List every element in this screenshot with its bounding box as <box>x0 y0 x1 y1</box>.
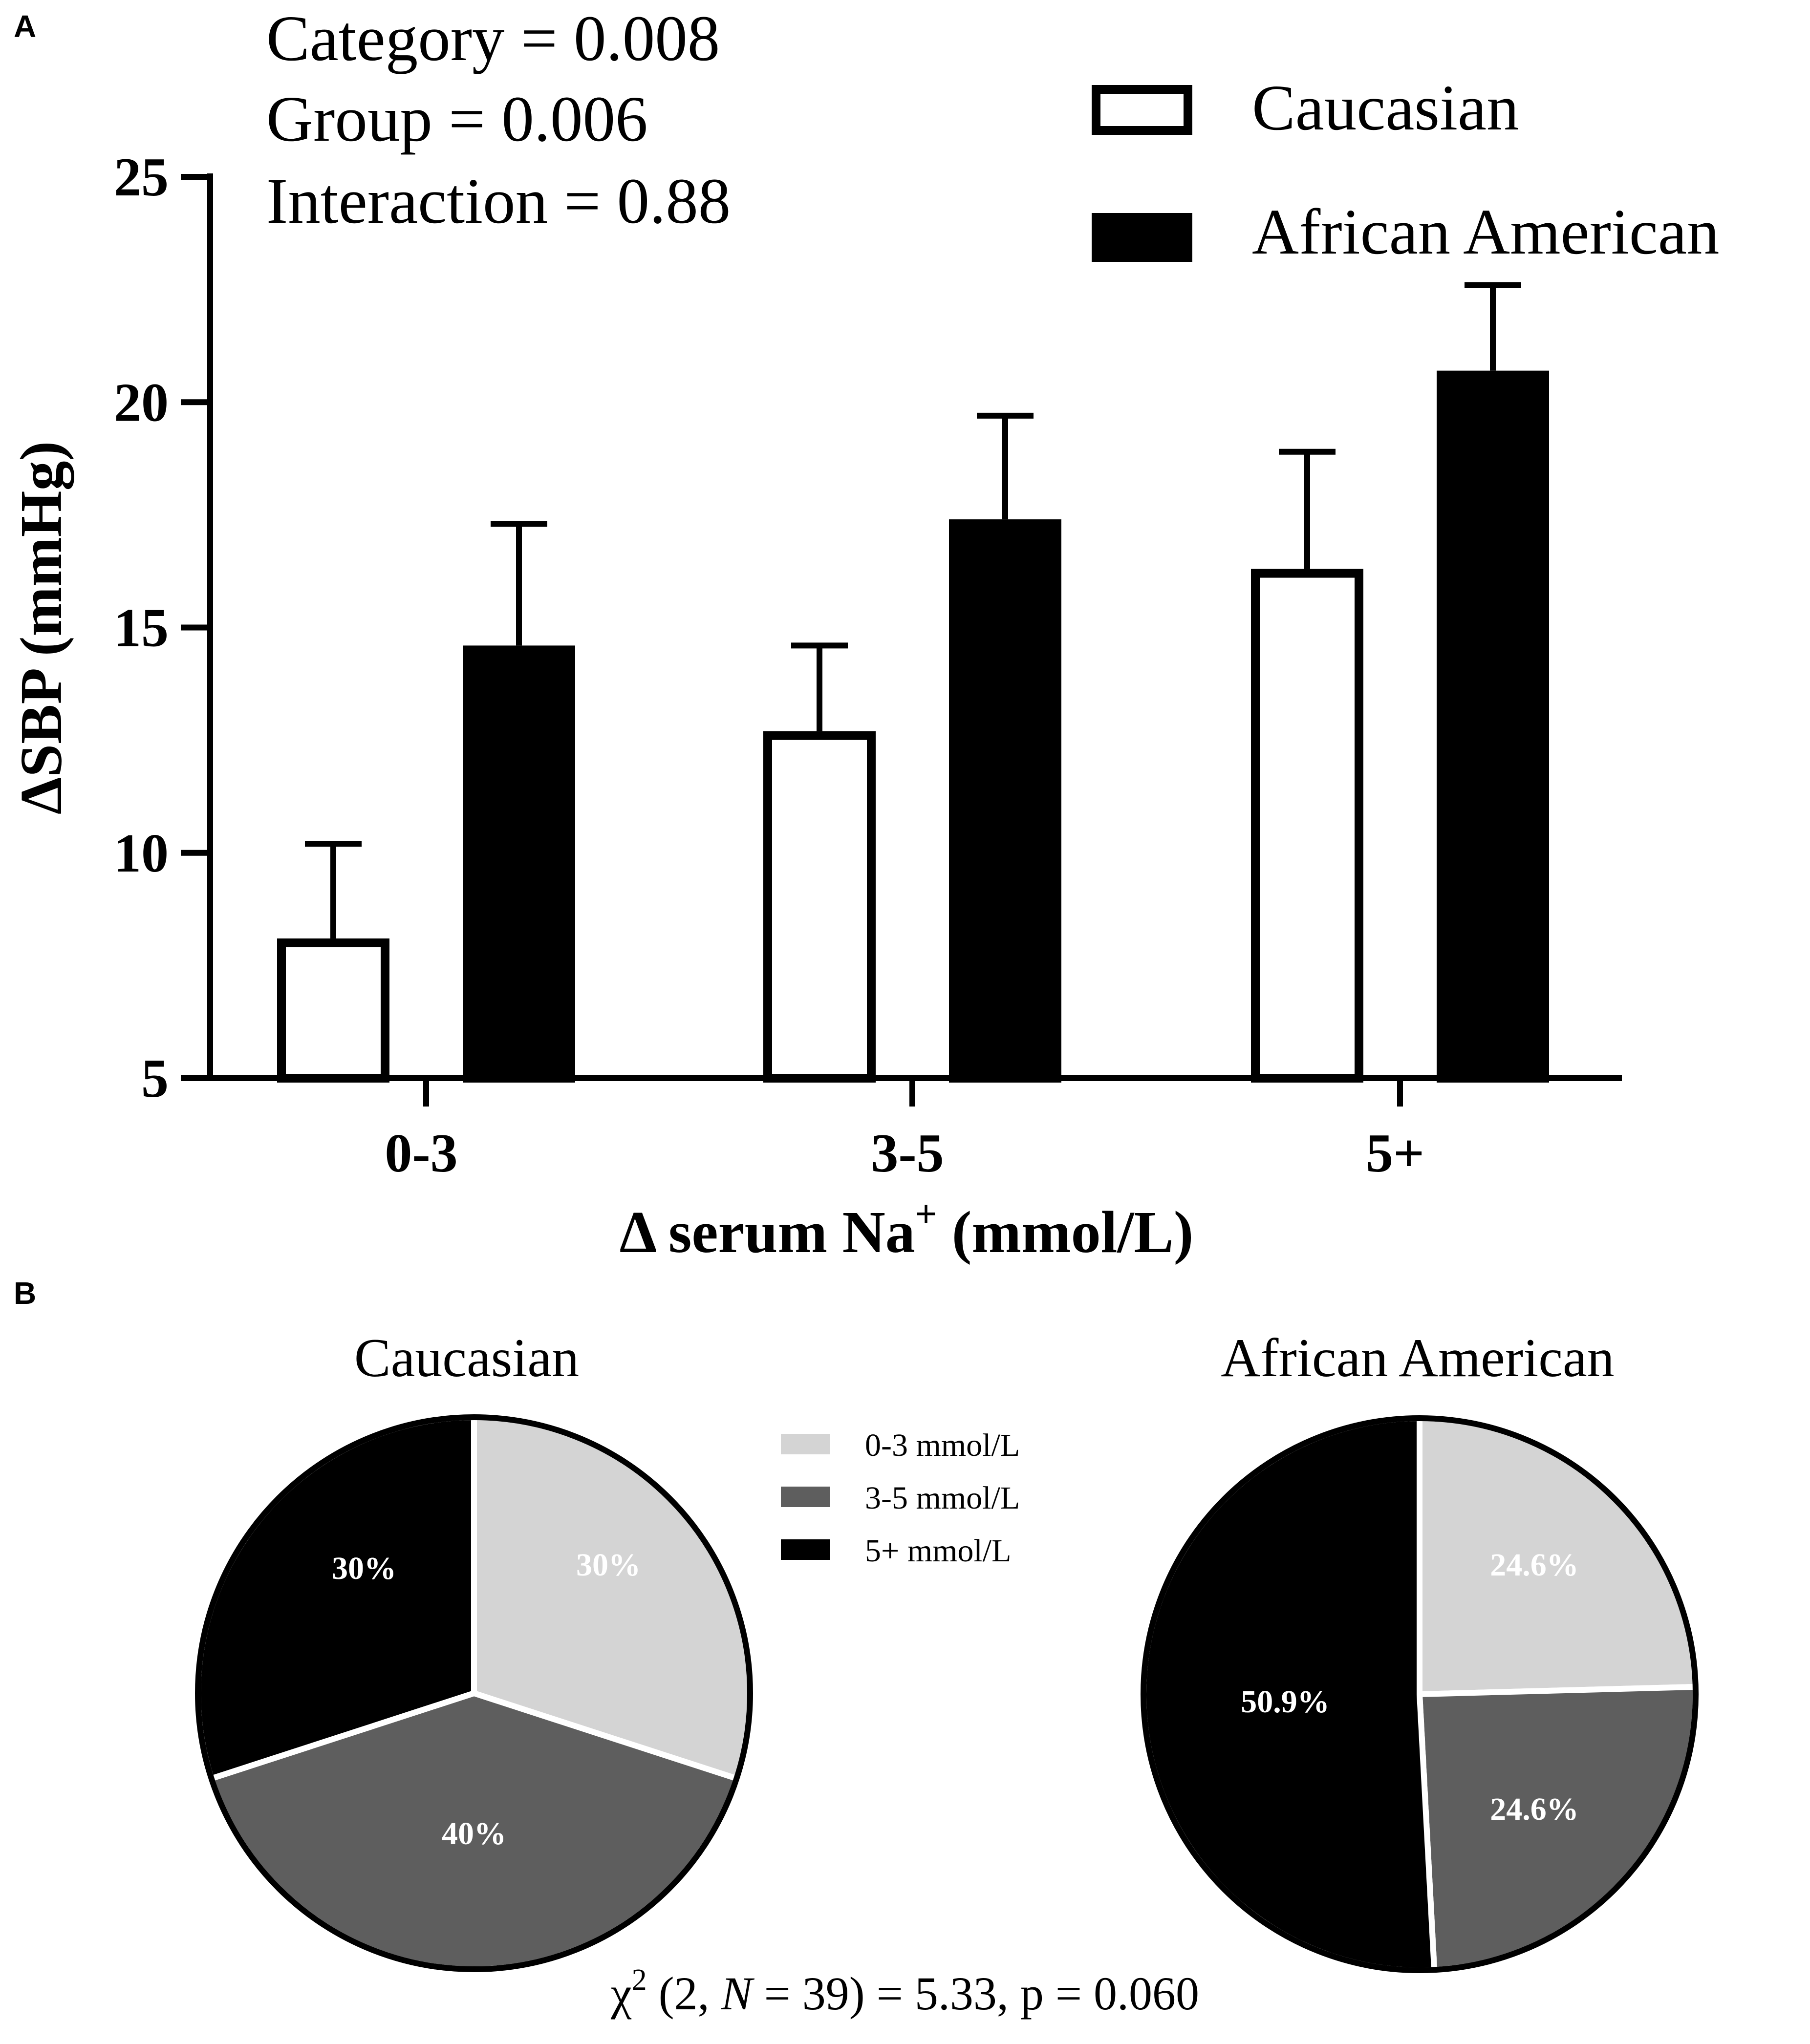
y-tick-label-5: 5 <box>141 1048 169 1109</box>
pie-label-african-american-0-3-mmol-l: 24.6% <box>1490 1547 1579 1583</box>
bar-african-american-0-3 <box>463 645 575 1083</box>
pie-title-caucasian: Caucasian <box>354 1328 579 1388</box>
bar-african-american-3-5 <box>949 519 1061 1083</box>
stat-group: Group = 0.006 <box>266 83 648 155</box>
stat-category: Category = 0.008 <box>266 2 720 74</box>
pie-legend-swatch-3-5 <box>781 1487 830 1507</box>
bar-caucasian-3-5 <box>763 731 876 1083</box>
pie-title-african-american: African American <box>1221 1328 1614 1388</box>
pie-chart-caucasian: 30% 40% 30% <box>195 1414 754 1972</box>
panel-b-label: B <box>14 1276 36 1311</box>
pie-label-african-american-5-mmol-l: 50.9% <box>1241 1684 1330 1720</box>
pie-legend-label-0-3: 0-3 mmol/L <box>865 1427 1020 1463</box>
bar-chart: 5 10 15 20 25 0-3 3-5 5+ ΔSBP (mmHg) Δ serum N… <box>8 71 1719 1265</box>
bar-caucasian-0-3 <box>277 938 389 1083</box>
pie-label-african-american-3-5-mmol-l: 24.6% <box>1490 1791 1579 1827</box>
y-axis-title: ΔSBP (mmHg) <box>8 441 74 814</box>
pie-outline-caucasian <box>195 1414 753 1972</box>
x-tick-label-3-5: 3-5 <box>871 1123 944 1184</box>
pie-label-caucasian-0-3-mmol-l: 30% <box>576 1547 641 1583</box>
y-tick-label-20: 20 <box>114 372 169 433</box>
y-ticks: 5 10 15 20 25 <box>114 147 210 1109</box>
legend: Caucasian African American <box>1092 71 1719 268</box>
pie-slice-african-american-3-5-mmol-l <box>1417 1683 1699 1973</box>
x-tick-label-5: 5+ <box>1366 1123 1424 1184</box>
x-ticks: 0-3 3-5 5+ <box>385 1078 1424 1184</box>
bar-african-american-5 <box>1437 370 1549 1083</box>
pie-chart-african-american: 24.6% 24.6% 50.9% <box>1141 1415 1699 1973</box>
pie-legend: 0-3 mmol/L 3-5 mmol/L 5+ mmol/L <box>781 1427 1020 1569</box>
panel-a-label: A <box>14 9 36 44</box>
legend-swatch-caucasian <box>1092 85 1192 135</box>
x-axis-title: Δ serum Na+ (mmol/L) <box>620 1192 1194 1265</box>
x-tick-label-0-3: 0-3 <box>385 1123 457 1184</box>
stat-interaction: Interaction = 0.88 <box>266 165 731 237</box>
legend-label-caucasian: Caucasian <box>1252 71 1519 144</box>
y-tick-label-15: 15 <box>114 598 169 659</box>
y-tick-label-25: 25 <box>114 147 169 208</box>
pie-legend-label-5plus: 5+ mmol/L <box>865 1533 1011 1569</box>
bars-group <box>277 282 1549 1083</box>
pie-outline-african-american <box>1141 1415 1699 1973</box>
legend-swatch-african-american <box>1092 213 1192 262</box>
bar-caucasian-5 <box>1251 569 1363 1083</box>
pie-label-caucasian-3-5-mmol-l: 40% <box>442 1816 506 1852</box>
y-tick-label-10: 10 <box>114 823 169 884</box>
pie-legend-label-3-5: 3-5 mmol/L <box>865 1480 1020 1516</box>
legend-label-african-american: African American <box>1252 195 1719 268</box>
pie-legend-swatch-0-3 <box>781 1434 830 1454</box>
pie-label-caucasian-5-mmol-l: 30% <box>332 1551 396 1586</box>
pie-legend-swatch-5plus <box>781 1539 830 1560</box>
chi-square-result: χ2 (2, N = 39) = 5.33, p = 0.060 <box>610 1963 1199 2020</box>
